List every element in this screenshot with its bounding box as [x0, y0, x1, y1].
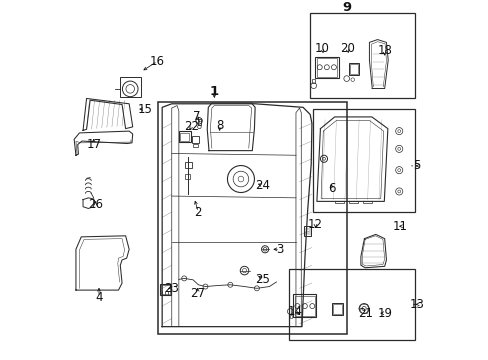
- Bar: [161, 285, 170, 294]
- Text: 19: 19: [376, 307, 391, 320]
- Text: 4: 4: [95, 291, 102, 304]
- Bar: [348, 201, 357, 203]
- Text: 25: 25: [255, 273, 270, 286]
- Bar: [289, 315, 292, 319]
- Text: 26: 26: [88, 198, 103, 211]
- Bar: [160, 284, 171, 295]
- Bar: [312, 109, 414, 212]
- Bar: [303, 226, 310, 236]
- Text: 20: 20: [339, 42, 354, 55]
- Bar: [157, 102, 346, 334]
- Bar: [311, 79, 315, 83]
- Bar: [179, 131, 190, 142]
- Text: 21: 21: [357, 307, 372, 320]
- Text: 3: 3: [276, 243, 283, 256]
- Bar: [185, 162, 191, 168]
- Bar: [349, 64, 358, 74]
- Bar: [315, 57, 338, 78]
- Text: 16: 16: [150, 55, 165, 68]
- Text: 8: 8: [216, 118, 223, 132]
- Text: 9: 9: [342, 1, 351, 14]
- Text: 11: 11: [392, 220, 407, 233]
- Bar: [197, 120, 201, 125]
- Text: 17: 17: [86, 138, 101, 151]
- Bar: [193, 144, 197, 147]
- Bar: [185, 174, 190, 179]
- Bar: [332, 303, 341, 314]
- Text: 1: 1: [209, 85, 219, 98]
- Bar: [294, 296, 314, 316]
- Bar: [331, 302, 342, 315]
- Bar: [192, 136, 199, 143]
- Bar: [334, 201, 343, 203]
- Text: 7: 7: [192, 110, 200, 123]
- Text: 27: 27: [190, 287, 205, 300]
- Bar: [348, 63, 358, 75]
- Text: 5: 5: [412, 159, 420, 172]
- Text: 2: 2: [194, 206, 202, 219]
- Text: 22: 22: [183, 120, 198, 133]
- Bar: [120, 77, 141, 97]
- Text: 14: 14: [287, 305, 302, 318]
- Text: 10: 10: [314, 42, 328, 55]
- Bar: [288, 269, 414, 340]
- Bar: [180, 132, 189, 141]
- Text: 15: 15: [138, 103, 152, 116]
- Bar: [362, 201, 371, 203]
- Text: 23: 23: [164, 282, 179, 295]
- Text: 24: 24: [254, 179, 269, 192]
- Text: 12: 12: [307, 218, 322, 231]
- Text: 6: 6: [327, 183, 334, 195]
- Text: 18: 18: [376, 44, 391, 57]
- Bar: [309, 13, 414, 99]
- Text: 13: 13: [408, 298, 423, 311]
- Bar: [292, 294, 316, 318]
- Bar: [316, 58, 337, 77]
